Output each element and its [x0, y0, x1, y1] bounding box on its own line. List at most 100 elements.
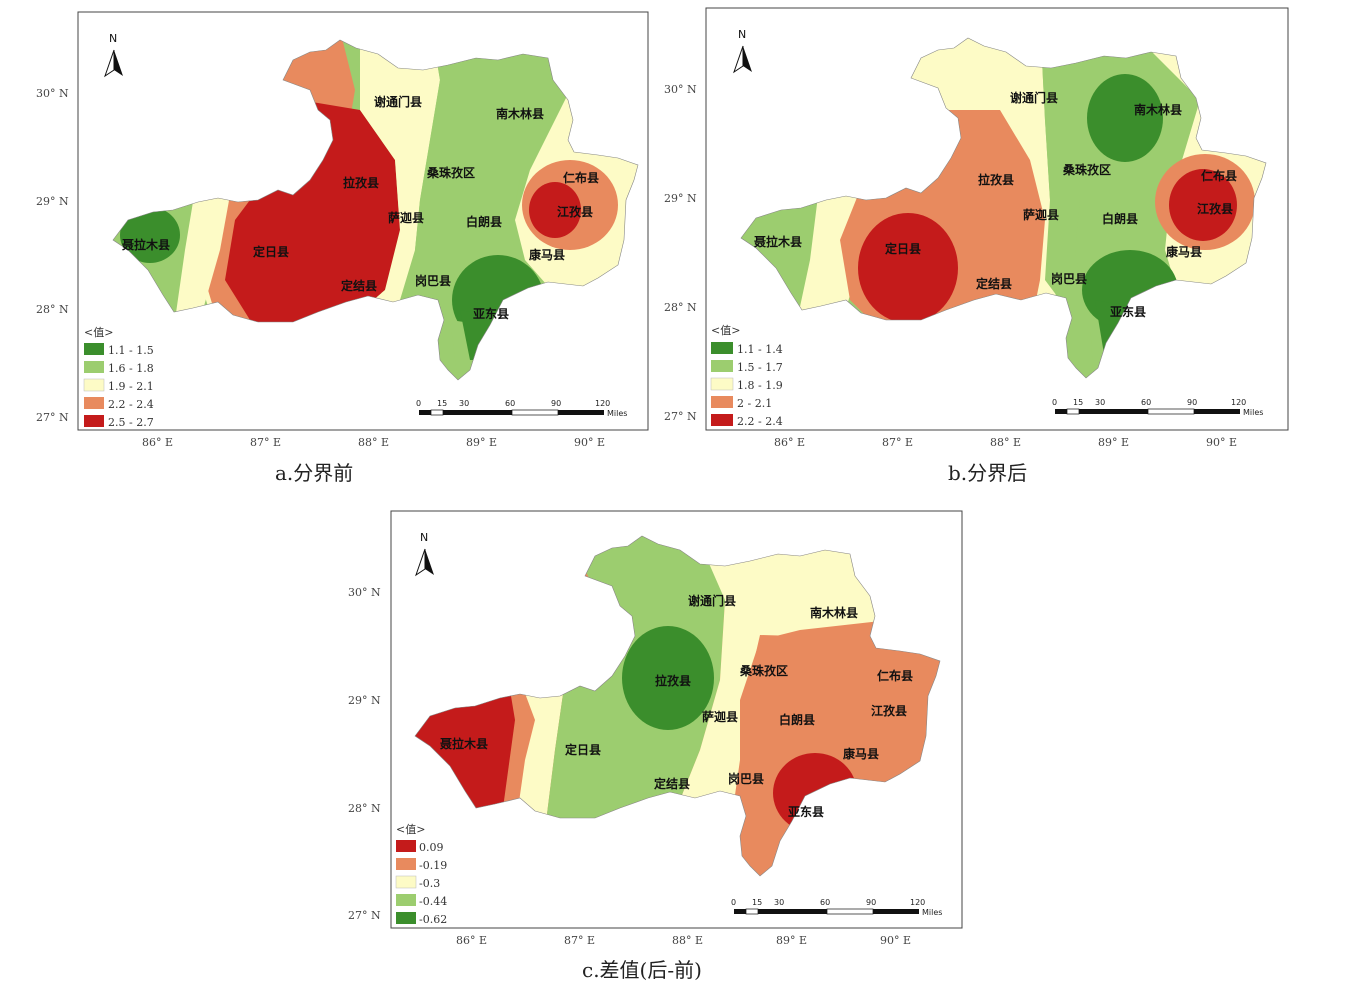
- place-label: 萨迦县: [1023, 207, 1059, 222]
- svg-text:-0.44: -0.44: [419, 895, 447, 908]
- svg-text:N: N: [420, 531, 428, 544]
- legend-swatch: [395, 875, 417, 889]
- map-a-caption: a.分界前: [275, 461, 353, 485]
- lat-label: 30° N: [348, 586, 381, 599]
- map-c-lat-labels: 30° N 29° N 28° N 27° N: [348, 586, 381, 922]
- svg-text:120: 120: [1231, 398, 1246, 407]
- svg-text:-0.19: -0.19: [419, 859, 447, 872]
- map-a-lon-labels: 86° E 87° E 88° E 89° E 90° E: [142, 436, 605, 449]
- map-b: N 30° N 29° N 28° N 27° N 86° E 87° E 88…: [664, 7, 1289, 485]
- place-label: 定结县: [341, 278, 377, 293]
- place-label: 亚东县: [1110, 304, 1146, 319]
- map-b-north-arrow: N: [733, 28, 753, 73]
- legend-swatch: [711, 414, 733, 426]
- lon-label: 89° E: [466, 436, 497, 449]
- place-label: 桑珠孜区: [427, 165, 475, 180]
- svg-text:15: 15: [437, 399, 447, 408]
- svg-text:<值>: <值>: [84, 326, 113, 339]
- map-c-scalebar: 0 15 30 60 90 120 Miles: [731, 898, 942, 917]
- legend-swatch: [84, 361, 104, 373]
- place-label: 南木林县: [1134, 102, 1182, 117]
- svg-text:90: 90: [1187, 398, 1197, 407]
- lat-label: 29° N: [36, 195, 69, 208]
- lat-label: 30° N: [36, 87, 69, 100]
- map-b-places: 谢通门县 南木林县 拉孜县 桑珠孜区 仁布县 江孜县 聂拉木县 萨迦县 白朗县 …: [753, 90, 1237, 319]
- svg-text:-0.3: -0.3: [419, 877, 440, 890]
- place-label: 岗巴县: [728, 772, 764, 786]
- lat-label: 27° N: [36, 411, 69, 424]
- map-b-caption: b.分界后: [948, 461, 1027, 485]
- place-label: 岗巴县: [1051, 272, 1087, 286]
- map-c-legend: <值> 0.09 -0.19 -0.3 -0.44 -0.62: [395, 823, 447, 926]
- legend-swatch: [83, 378, 105, 392]
- svg-text:1.9 - 2.1: 1.9 - 2.1: [108, 380, 154, 393]
- legend-swatch: [711, 396, 733, 408]
- place-label: 南木林县: [810, 605, 858, 620]
- map-c: N 30° N 29° N 28° N 27° N 86° E 87° E 88…: [348, 510, 963, 982]
- map-a-scalebar: 0 15 30 60 90 120 Miles: [416, 399, 627, 418]
- place-label: 岗巴县: [415, 274, 451, 288]
- legend-swatch: [84, 397, 104, 409]
- svg-text:<值>: <值>: [711, 324, 740, 337]
- legend-swatch: [711, 360, 733, 372]
- svg-text:1.5 - 1.7: 1.5 - 1.7: [737, 361, 783, 374]
- lat-label: 28° N: [36, 303, 69, 316]
- place-label: 白朗县: [466, 214, 502, 229]
- place-label: 谢通门县: [374, 94, 422, 109]
- place-label: 康马县: [529, 247, 565, 262]
- svg-text:Miles: Miles: [922, 908, 942, 917]
- place-label: 康马县: [1166, 244, 1202, 259]
- legend-swatch: [84, 343, 104, 355]
- svg-text:2.2 - 2.4: 2.2 - 2.4: [108, 398, 154, 411]
- svg-text:-0.62: -0.62: [419, 913, 447, 926]
- svg-text:0: 0: [416, 399, 421, 408]
- lon-label: 88° E: [358, 436, 389, 449]
- svg-text:60: 60: [505, 399, 515, 408]
- place-label: 亚东县: [788, 804, 824, 819]
- place-label: 白朗县: [1102, 211, 1138, 226]
- lat-label: 29° N: [348, 694, 381, 707]
- svg-text:60: 60: [1141, 398, 1151, 407]
- svg-text:<值>: <值>: [396, 823, 425, 836]
- place-label: 亚东县: [473, 306, 509, 321]
- place-label: 江孜县: [871, 703, 907, 718]
- map-b-lon-labels: 86° E 87° E 88° E 89° E 90° E: [774, 436, 1237, 449]
- map-c-north-arrow: N: [415, 531, 435, 576]
- lat-label: 27° N: [348, 909, 381, 922]
- svg-text:30: 30: [459, 399, 469, 408]
- svg-text:Miles: Miles: [1243, 408, 1263, 417]
- lat-label: 27° N: [664, 410, 697, 423]
- svg-text:90: 90: [551, 399, 561, 408]
- svg-text:90: 90: [866, 898, 876, 907]
- lon-label: 86° E: [774, 436, 805, 449]
- place-label: 拉孜县: [655, 673, 691, 688]
- lon-label: 90° E: [880, 934, 911, 947]
- place-label: 定结县: [976, 276, 1012, 291]
- legend-swatch: [396, 894, 416, 906]
- lon-label: 87° E: [564, 934, 595, 947]
- svg-text:1.8 - 1.9: 1.8 - 1.9: [737, 379, 783, 392]
- svg-text:Miles: Miles: [607, 409, 627, 418]
- map-a-north-arrow: N: [104, 32, 124, 77]
- place-label: 康马县: [843, 746, 879, 761]
- place-label: 白朗县: [779, 712, 815, 727]
- svg-text:30: 30: [774, 898, 784, 907]
- place-label: 仁布县: [877, 668, 913, 683]
- place-label: 定结县: [654, 776, 690, 791]
- svg-text:2 - 2.1: 2 - 2.1: [737, 397, 772, 410]
- svg-text:0.09: 0.09: [419, 841, 444, 854]
- place-label: 桑珠孜区: [740, 663, 788, 678]
- map-c-places: 谢通门县 南木林县 拉孜县 桑珠孜区 仁布县 江孜县 聂拉木县 萨迦县 白朗县 …: [439, 593, 913, 819]
- lon-label: 87° E: [882, 436, 913, 449]
- place-label: 萨迦县: [388, 210, 424, 225]
- place-label: 谢通门县: [1010, 90, 1058, 105]
- map-c-lon-labels: 86° E 87° E 88° E 89° E 90° E: [456, 934, 911, 947]
- place-label: 聂拉木县: [439, 736, 488, 751]
- legend-swatch: [710, 377, 734, 391]
- place-label: 定日县: [253, 244, 289, 259]
- lon-label: 88° E: [990, 436, 1021, 449]
- place-label: 江孜县: [1197, 201, 1233, 216]
- place-label: 拉孜县: [978, 172, 1014, 187]
- svg-text:15: 15: [752, 898, 762, 907]
